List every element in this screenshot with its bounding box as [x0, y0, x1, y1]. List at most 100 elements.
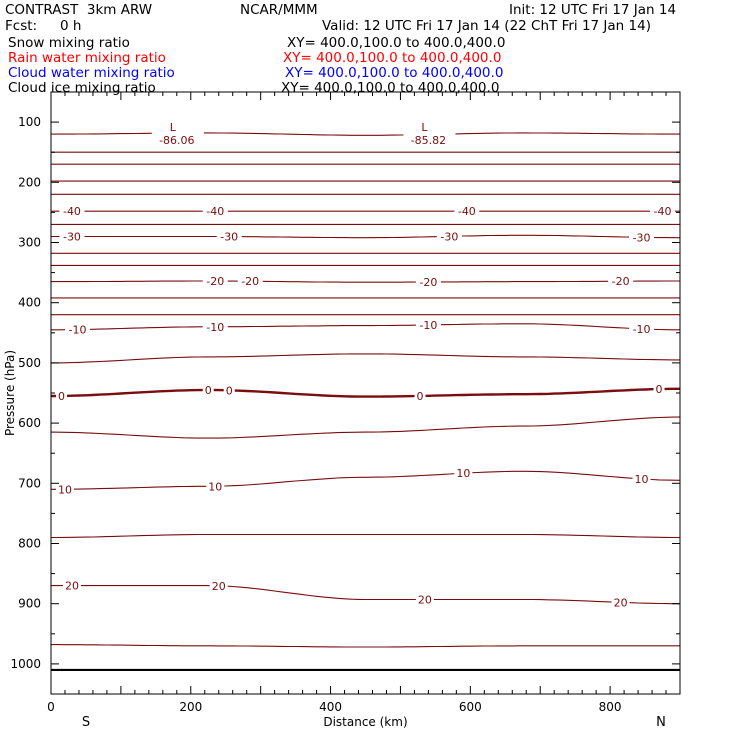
contour-label: 10	[58, 483, 72, 496]
y-tick-label: 1000	[10, 657, 41, 671]
contour-label-bg	[202, 204, 228, 218]
contour-label: 20	[65, 580, 79, 593]
field-xy-rain: XY= 400.0,100.0 to 400.0,400.0	[283, 50, 502, 66]
contour-label: -40	[63, 205, 81, 218]
x-tick-label: 200	[179, 700, 202, 714]
contour-label: 0	[58, 390, 65, 403]
y-tick-label: 900	[18, 597, 41, 611]
contour-label: 0	[417, 390, 424, 403]
contour-label: -40	[206, 205, 224, 218]
y-tick-label: 200	[18, 175, 41, 189]
contour-label-bg	[650, 204, 676, 218]
contour-label: -10	[69, 324, 87, 337]
contour-label-bg	[62, 578, 81, 592]
y-tick-label: 100	[18, 115, 41, 129]
y-tick-label: 500	[18, 356, 41, 370]
contour-label-bg	[223, 383, 235, 397]
low-value: -85.82	[411, 134, 446, 147]
contour-label-bg	[611, 595, 630, 609]
contour-label: 10	[456, 467, 470, 480]
contour-line	[51, 585, 680, 605]
contour-line	[51, 644, 680, 648]
contour-label-bg	[629, 230, 655, 244]
contour-label: -20	[206, 275, 224, 288]
contour-line	[51, 387, 680, 398]
contour-label-bg	[436, 229, 462, 243]
fcst-value: 0 h	[60, 18, 82, 34]
contour-line	[51, 353, 680, 364]
contour-label: -30	[440, 230, 458, 243]
contour-label: -10	[206, 321, 224, 334]
contour-label-bg	[55, 482, 74, 496]
contour-label: 10	[208, 480, 222, 493]
end-label-north: N	[656, 715, 666, 730]
contour-line	[51, 323, 680, 331]
low-label-bg	[151, 119, 204, 148]
contour-line	[51, 132, 680, 136]
fcst-label: Fcst:	[5, 18, 38, 34]
contour-label: -10	[419, 319, 437, 332]
y-tick-label: 700	[18, 476, 41, 490]
contour-label: -40	[654, 205, 672, 218]
contour-label-bg	[206, 479, 225, 493]
init-time: Init: 12 UTC Fri 17 Jan 14	[509, 2, 677, 18]
contour-line	[50, 416, 680, 439]
field-name-rain: Rain water mixing ratio	[8, 50, 166, 66]
org-label: NCAR/MMM	[240, 2, 318, 18]
contour-label: -30	[220, 231, 238, 244]
contour-label-bg	[216, 229, 242, 243]
contour-label-bg	[608, 274, 634, 288]
field-xy-snow: XY= 400.0,100.0 to 400.0,400.0	[287, 35, 506, 51]
field-name-snow: Snow mixing ratio	[8, 35, 130, 51]
contour-label: 0	[656, 383, 663, 396]
contour-label: -30	[633, 231, 651, 244]
end-label-south: S	[82, 715, 90, 730]
y-tick-label: 600	[18, 416, 41, 430]
contour-label: -30	[63, 230, 81, 243]
contour-label: -20	[612, 275, 630, 288]
contour-label: 20	[418, 593, 432, 606]
x-axis-title: Distance (km)	[323, 715, 407, 729]
low-symbol: L	[421, 121, 428, 134]
contour-line	[51, 533, 680, 539]
contour-label: -20	[241, 275, 259, 288]
contour-label-bg	[415, 275, 441, 289]
contour-label: 10	[635, 473, 649, 486]
x-tick-label: 600	[459, 700, 482, 714]
valid-time: Valid: 12 UTC Fri 17 Jan 14 (22 ChT Fri …	[322, 18, 651, 34]
contour-label-bg	[65, 322, 91, 336]
contour-label-bg	[202, 274, 228, 288]
low-label-bg	[403, 119, 456, 148]
contour-label: 0	[205, 384, 212, 397]
contour-label-bg	[209, 578, 228, 592]
contour-label-bg	[454, 204, 480, 218]
contour-label-bg	[653, 382, 665, 396]
contour-label-bg	[202, 382, 214, 396]
contour-label: -40	[458, 205, 476, 218]
contour-label-bg	[202, 319, 228, 333]
y-tick-label: 400	[18, 296, 41, 310]
y-tick-label: 800	[18, 537, 41, 551]
y-tick-label: 300	[18, 236, 41, 250]
contour-label-bg	[454, 466, 473, 480]
contour-label-bg	[237, 274, 263, 288]
contour-label-bg	[59, 204, 85, 218]
x-tick-label: 0	[47, 700, 55, 714]
x-tick-label: 800	[599, 700, 622, 714]
contour-line	[51, 470, 681, 490]
contour-line	[51, 280, 680, 283]
contour-label-bg	[415, 317, 441, 331]
low-symbol: L	[170, 121, 177, 134]
contour-label-bg	[59, 229, 85, 243]
contour-label-bg	[55, 388, 67, 402]
field-name-cloudwater: Cloud water mixing ratio	[8, 65, 175, 81]
contour-label-bg	[414, 388, 426, 402]
contour-label-bg	[632, 471, 651, 485]
field-xy-cloudwater: XY= 400.0,100.0 to 400.0,400.0	[285, 65, 504, 81]
contour-label: -20	[419, 276, 437, 289]
contour-label-bg	[629, 321, 655, 335]
low-value: -86.06	[159, 134, 194, 147]
contour-label: 20	[614, 596, 628, 609]
contour-label: 0	[226, 384, 233, 397]
